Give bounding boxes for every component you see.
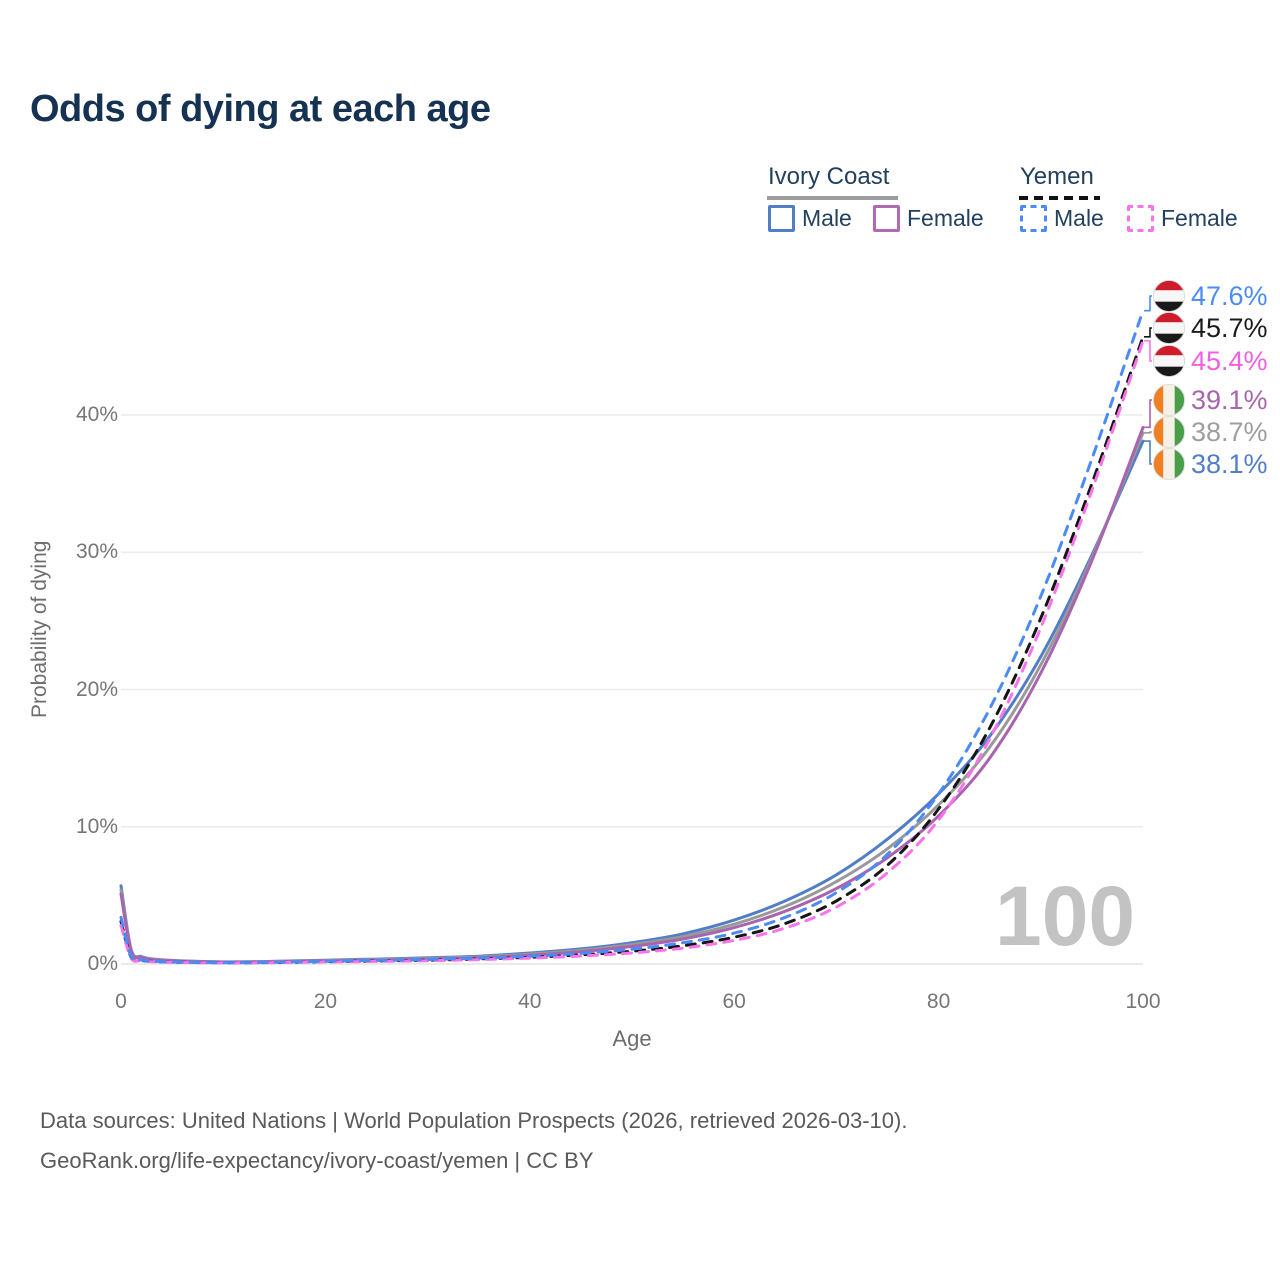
end-label-yemen-both-sexes: 45.7%: [1152, 311, 1268, 345]
legend-item-yemen-female[interactable]: Female: [1127, 205, 1238, 232]
ivory-coast-flag-icon: [1152, 447, 1186, 481]
end-label-yemen-female: 45.4%: [1152, 344, 1268, 378]
legend-item-ivory-coast-male[interactable]: Male: [768, 205, 852, 232]
line-ivory-coast-both-sexes: [119, 431, 1145, 964]
legend-item-ivory-coast-female[interactable]: Female: [873, 205, 984, 232]
end-value: 39.1%: [1191, 384, 1268, 415]
line-ivory-coast-male: [119, 439, 1145, 964]
legend-group-ivory-coast[interactable]: Ivory Coast: [768, 163, 890, 190]
legend-group-yemen[interactable]: Yemen: [1020, 163, 1094, 190]
ivory-coast-flag-icon: [1152, 415, 1186, 449]
end-label-connector: [1144, 440, 1152, 465]
legend-swatch-yemen-female: [1127, 205, 1154, 232]
source-url-text: GeoRank.org/life-expectancy/ivory-coast/…: [40, 1148, 594, 1173]
y-tick-label: 30%: [75, 540, 118, 564]
y-tick-label: 10%: [75, 814, 118, 838]
end-label-ivory-coast-male: 38.1%: [1152, 447, 1268, 481]
x-tick-label: 100: [1125, 990, 1161, 1013]
ivory-coast-flag-icon: [1152, 383, 1186, 417]
line-yemen-both-sexes: [119, 335, 1145, 965]
data-sources-text: Data sources: United Nations | World Pop…: [40, 1108, 908, 1133]
end-label-yemen-male: 47.6%: [1152, 279, 1268, 313]
yemen-flag-icon: [1152, 279, 1186, 313]
end-value: 38.1%: [1191, 448, 1268, 479]
end-value: 47.6%: [1191, 280, 1268, 311]
end-label-connector: [1144, 295, 1152, 312]
legend-underline-yemen: [1019, 196, 1100, 200]
end-value: 38.7%: [1191, 416, 1268, 447]
legend-item-yemen-male[interactable]: Male: [1020, 205, 1104, 232]
end-label-connector: [1144, 340, 1152, 362]
end-value: 45.7%: [1191, 312, 1268, 343]
line-ivory-coast-female: [119, 425, 1145, 964]
line-yemen-female: [119, 339, 1145, 965]
legend-label: Female: [1161, 205, 1238, 231]
legend-label: Male: [1054, 205, 1104, 231]
x-tick-label: 80: [926, 990, 951, 1013]
line-yemen-male: [119, 309, 1145, 965]
legend-label: Male: [802, 205, 852, 231]
x-axis-title: Age: [612, 1026, 652, 1051]
legend-label: Female: [907, 205, 984, 231]
end-value: 45.4%: [1191, 345, 1268, 376]
page-title: Odds of dying at each age: [30, 88, 491, 130]
y-tick-label: 0%: [87, 952, 118, 975]
watermark-age-100: 100: [995, 869, 1136, 963]
yemen-flag-icon: [1152, 344, 1186, 378]
x-tick-label: 60: [722, 990, 746, 1013]
end-label-ivory-coast-both-sexes: 38.7%: [1152, 415, 1268, 449]
yemen-flag-icon: [1152, 311, 1186, 345]
end-label-connector: [1144, 399, 1152, 429]
legend-swatch-ivory-coast-male: [768, 205, 795, 232]
legend-swatch-yemen-male: [1020, 205, 1047, 232]
x-tick-label: 40: [518, 990, 542, 1013]
end-label-connector: [1144, 431, 1152, 434]
x-tick-label: 20: [313, 990, 338, 1013]
y-tick-label: 40%: [75, 403, 118, 426]
x-tick-label: 0: [115, 990, 127, 1013]
legend-swatch-ivory-coast-female: [873, 205, 900, 232]
end-label-ivory-coast-female: 39.1%: [1152, 383, 1268, 417]
y-tick-label: 20%: [75, 677, 118, 701]
end-label-connector: [1144, 327, 1152, 338]
legend-underline-ivory-coast: [767, 196, 898, 200]
